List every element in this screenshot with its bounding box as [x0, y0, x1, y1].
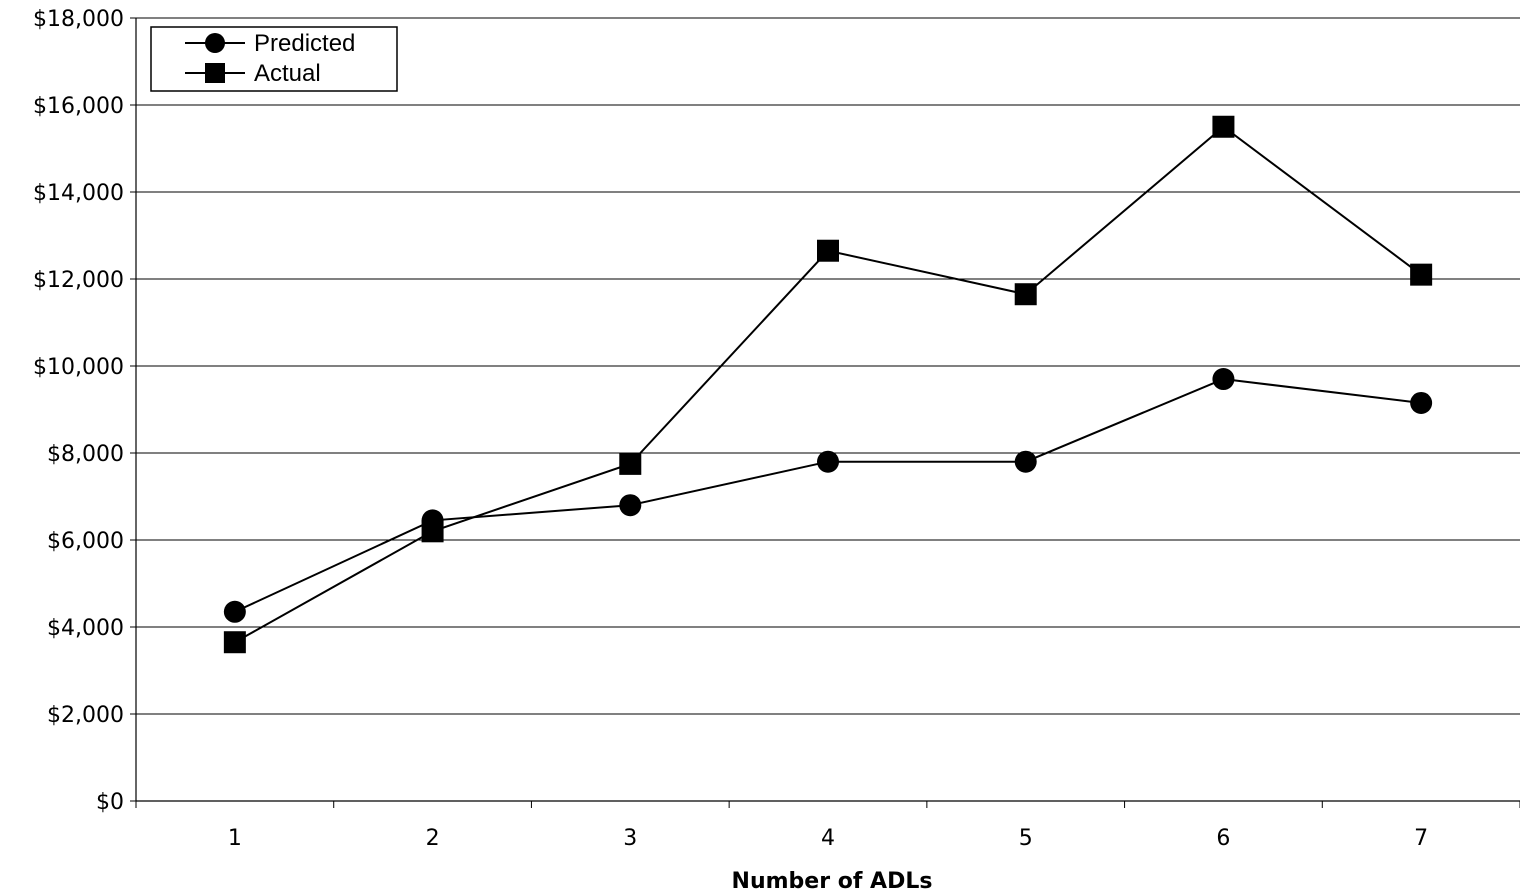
x-tick-label: 6	[1216, 826, 1230, 851]
data-point-circle	[1410, 391, 1433, 414]
legend-circle-marker	[205, 33, 225, 53]
y-tick-label: $8,000	[47, 442, 124, 467]
data-point-circle	[619, 494, 642, 517]
data-point-square	[619, 452, 642, 475]
legend: Predicted Actual	[150, 26, 398, 92]
data-point-square	[1014, 283, 1037, 306]
legend-square-marker	[205, 63, 225, 83]
legend-label: Predicted	[254, 30, 355, 57]
gridlines	[136, 17, 1520, 715]
legend-items: Predicted Actual	[185, 30, 355, 87]
y-tick-label: $12,000	[33, 268, 124, 293]
y-tick-label: $4,000	[47, 616, 124, 641]
series	[223, 115, 1433, 654]
y-tick-label: $10,000	[33, 355, 124, 380]
data-point-circle	[1212, 368, 1235, 391]
x-tick-label: 4	[821, 826, 835, 851]
x-tick-label: 3	[623, 826, 637, 851]
data-point-square	[1410, 263, 1433, 286]
y-tick-labels: $0 $2,000 $4,000 $6,000 $8,000 $10,000 $12,000…	[33, 7, 124, 815]
y-tick-label: $18,000	[33, 7, 124, 32]
y-tick-label: $14,000	[33, 181, 124, 206]
legend-label: Actual	[254, 60, 321, 87]
x-tick-label: 5	[1019, 826, 1033, 851]
data-point-circle	[817, 450, 839, 473]
data-point-circle	[223, 600, 246, 623]
series-predicted	[223, 368, 1433, 623]
x-tick-label: 7	[1414, 826, 1428, 851]
legend-item: Actual	[185, 60, 321, 87]
y-tick-label: $2,000	[47, 703, 124, 728]
series-line	[234, 378, 1422, 613]
x-tick-label: 1	[228, 826, 242, 851]
data-point-circle	[1014, 450, 1037, 473]
x-tick-label: 2	[426, 826, 440, 851]
data-point-square	[817, 239, 839, 262]
legend-box	[150, 26, 398, 92]
x-tick-labels: 1 2 3 4 5 6 7	[228, 826, 1428, 851]
data-point-square	[223, 631, 246, 654]
series-actual	[223, 115, 1433, 654]
y-tick-label: $0	[96, 790, 124, 815]
axes	[130, 17, 1520, 808]
data-point-square	[421, 520, 444, 543]
series-line	[234, 125, 1422, 644]
y-tick-label: $16,000	[33, 94, 124, 119]
x-axis-title: Number of ADLs	[732, 869, 933, 893]
legend-item: Predicted	[185, 30, 355, 57]
y-tick-label: $6,000	[47, 529, 124, 554]
data-point-square	[1212, 115, 1235, 138]
